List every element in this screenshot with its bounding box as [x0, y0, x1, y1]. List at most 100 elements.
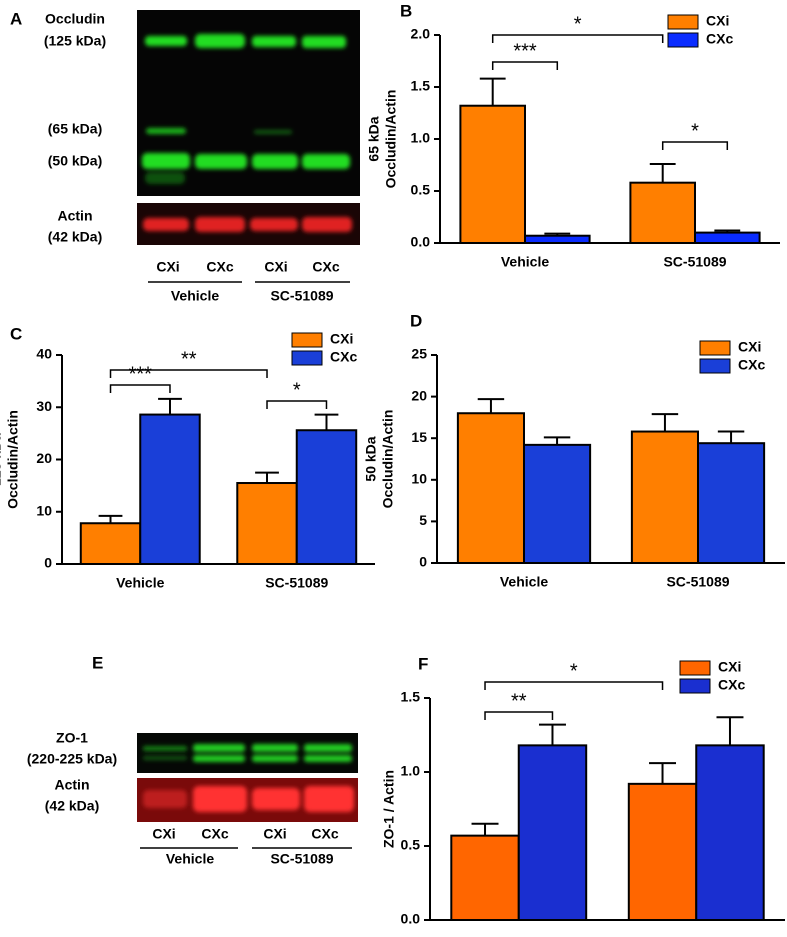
- error-bar: [649, 162, 676, 183]
- blot-image: [137, 10, 360, 245]
- significance-label: **: [181, 348, 197, 370]
- lane-label: CXc: [206, 259, 233, 275]
- error-bar: [544, 232, 571, 236]
- error-bar: [255, 471, 279, 484]
- significance-label: *: [574, 13, 582, 35]
- lane-label: CXi: [152, 826, 175, 842]
- legend-label: CXc: [330, 349, 357, 365]
- significance-label: ***: [129, 363, 153, 385]
- x-tick-label: Vehicle: [500, 574, 548, 590]
- error-bar: [479, 77, 506, 106]
- panel-letter: B: [400, 1, 412, 20]
- legend-label: CXi: [706, 13, 729, 29]
- panel-letter: F: [418, 654, 428, 673]
- significance-label: *: [293, 379, 301, 401]
- bar: [295, 429, 358, 565]
- blot-label: Actin: [58, 208, 93, 224]
- y-tick-label: 10: [36, 502, 52, 518]
- legend-label: CXi: [718, 659, 741, 675]
- y-tick-label: 10: [411, 471, 427, 487]
- y-tick-label: 0.0: [401, 911, 421, 927]
- y-tick-label: 40: [36, 346, 52, 362]
- lane-label: CXc: [311, 826, 338, 842]
- lane-label: CXi: [264, 259, 287, 275]
- y-tick-label: 1.0: [411, 130, 431, 146]
- legend-swatch: [667, 32, 699, 48]
- bar: [139, 413, 201, 565]
- y-tick-label: 20: [36, 450, 52, 466]
- x-tick-label: Vehicle: [501, 254, 549, 270]
- bar: [517, 744, 588, 921]
- legend-swatch: [291, 350, 323, 366]
- bar: [695, 744, 765, 921]
- legend-label: CXc: [718, 677, 745, 693]
- y-tick-label: 5: [419, 512, 427, 528]
- error-bar: [543, 436, 571, 445]
- bar: [524, 234, 591, 245]
- y-tick-label: 1.0: [401, 763, 421, 779]
- significance-label: *: [691, 120, 699, 142]
- significance-label: **: [511, 690, 527, 712]
- y-axis-label: 50 kDa: [363, 436, 379, 481]
- significance-bracket: [109, 384, 171, 393]
- bar: [630, 430, 700, 564]
- group-label: SC-51089: [270, 288, 333, 304]
- legend-swatch: [291, 332, 323, 348]
- lane-label: CXi: [156, 259, 179, 275]
- y-tick-label: 0: [419, 554, 427, 570]
- legend-swatch: [699, 340, 731, 356]
- bar: [697, 442, 766, 564]
- y-tick-label: 0.0: [411, 234, 431, 250]
- legend-swatch: [699, 358, 731, 374]
- significance-bracket: [484, 711, 554, 720]
- bar: [523, 443, 592, 564]
- y-tick-label: 25: [411, 346, 427, 362]
- y-axis-label: Occludin/Actin: [380, 410, 396, 509]
- legend-label: CXc: [738, 357, 765, 373]
- significance-bracket: [491, 34, 664, 43]
- error-bar: [714, 229, 741, 233]
- significance-bracket: [661, 141, 729, 150]
- lane-label: CXi: [263, 826, 286, 842]
- lane-label: CXc: [312, 259, 339, 275]
- blot-label: (42 kDa): [45, 798, 99, 814]
- bar: [627, 782, 698, 922]
- bar: [236, 482, 298, 566]
- significance-bracket: [109, 369, 268, 378]
- legend-label: CXi: [330, 331, 353, 347]
- y-tick-label: 1.5: [401, 689, 421, 705]
- error-bar: [649, 762, 677, 784]
- x-tick-label: SC-51089: [265, 575, 328, 591]
- blot-label: Actin: [55, 777, 90, 793]
- y-axis-label: ZO-1 / Actin: [381, 770, 397, 848]
- blot-image: [137, 733, 358, 822]
- error-bar: [477, 398, 505, 414]
- y-tick-label: 0.5: [401, 837, 421, 853]
- panel-letter: A: [10, 9, 22, 28]
- blot-label: ZO-1: [56, 730, 88, 746]
- blot-label: Occludin: [45, 11, 105, 27]
- blot-label: (220-225 kDa): [27, 751, 117, 767]
- panel-letter: D: [410, 311, 422, 330]
- legend-label: CXi: [738, 339, 761, 355]
- blot-label: (65 kDa): [48, 121, 102, 137]
- y-tick-label: 1.5: [411, 78, 431, 94]
- group-label: Vehicle: [166, 851, 214, 867]
- blot-label: (42 kDa): [48, 229, 102, 245]
- significance-label: *: [570, 660, 578, 682]
- error-bar: [471, 822, 499, 836]
- group-label: Vehicle: [171, 288, 219, 304]
- panel-letter: C: [10, 324, 22, 343]
- bar: [456, 412, 526, 564]
- panel-letter: E: [92, 653, 103, 672]
- error-bar: [717, 430, 745, 444]
- error-bar: [314, 413, 339, 431]
- bar: [459, 104, 526, 244]
- y-tick-label: 20: [411, 387, 427, 403]
- bar: [629, 181, 697, 244]
- y-axis-label: Occludin/Actin: [5, 410, 21, 509]
- error-bar: [716, 716, 744, 746]
- bar: [79, 522, 142, 565]
- group-label: SC-51089: [270, 851, 333, 867]
- y-tick-label: 2.0: [411, 26, 431, 42]
